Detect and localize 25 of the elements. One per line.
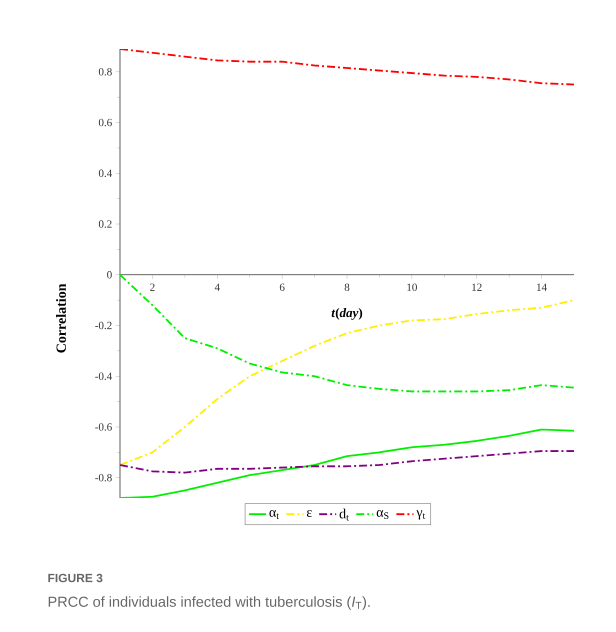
y-tick-label: -0.2 <box>95 322 112 330</box>
x-tick-label: 14 <box>537 284 547 291</box>
x-tick-label: 4 <box>214 284 220 291</box>
x-tick-label: 6 <box>280 284 285 291</box>
legend-label: d$_{t}$ <box>340 508 349 521</box>
text: PRCC of individuals infected with tuberculosis (I$_{T}$). <box>48 596 370 610</box>
y-tick-label: -0.6 <box>95 423 112 431</box>
y-tick-label: 0.4 <box>98 170 112 178</box>
x-tick-label: 12 <box>472 284 482 291</box>
y-tick-label: 0 <box>107 271 112 278</box>
y-tick-label: 0.8 <box>98 68 112 76</box>
y-tick-label: -0.8 <box>95 474 112 482</box>
y-tick-label: 0.2 <box>98 220 112 228</box>
y-tick-label: 0.6 <box>98 118 112 126</box>
x-tick-label: 8 <box>344 284 350 291</box>
caption: FIGURE 3 <box>48 574 102 582</box>
legend-label: α$_{S}$ <box>376 510 388 519</box>
x-axis-title: t(day) <box>332 308 362 320</box>
y-tick-label: -0.4 <box>95 372 112 380</box>
legend-label: α$_{t}$ <box>269 510 279 519</box>
legend-label: ε <box>306 510 312 517</box>
legend-label: γ$_{t}$ <box>416 510 426 520</box>
y-axis-title: Correlation <box>56 284 66 353</box>
x-tick-label: 10 <box>407 284 417 291</box>
x-tick-label: 2 <box>150 284 155 291</box>
